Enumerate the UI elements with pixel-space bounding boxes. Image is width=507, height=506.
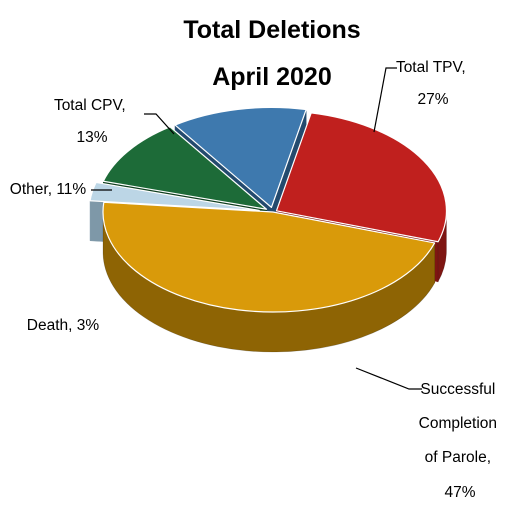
- slice-label-successful-completion: Successful Completion of Parole, 47%: [419, 381, 502, 501]
- chart-title-line-2: April 2020: [212, 63, 332, 91]
- slice-top-other: [102, 126, 268, 210]
- leader-line-successful-completion: [355, 367, 422, 390]
- slice-label-total-cpv: Total CPV, 13%: [54, 97, 130, 146]
- slice-top-total-tpv: [275, 112, 448, 243]
- slice-top-total-cpv: [174, 106, 307, 208]
- slice-label-total-tpv: Total TPV, 27%: [396, 59, 470, 108]
- pie-slices: [89, 106, 448, 353]
- slice-label-death: Death, 3%: [27, 317, 100, 334]
- chart-title-line-1: Total Deletions: [183, 16, 360, 44]
- slice-top-death: [89, 181, 260, 212]
- slice-label-other: Other, 11%: [10, 181, 87, 198]
- pie-labels: Total TPV, 27% Successful Completion of …: [10, 59, 502, 501]
- leader-line-total-cpv: [144, 113, 175, 135]
- leader-line-total-tpv: [373, 67, 397, 133]
- slice-top-successful-completion-of-parole: [102, 201, 436, 313]
